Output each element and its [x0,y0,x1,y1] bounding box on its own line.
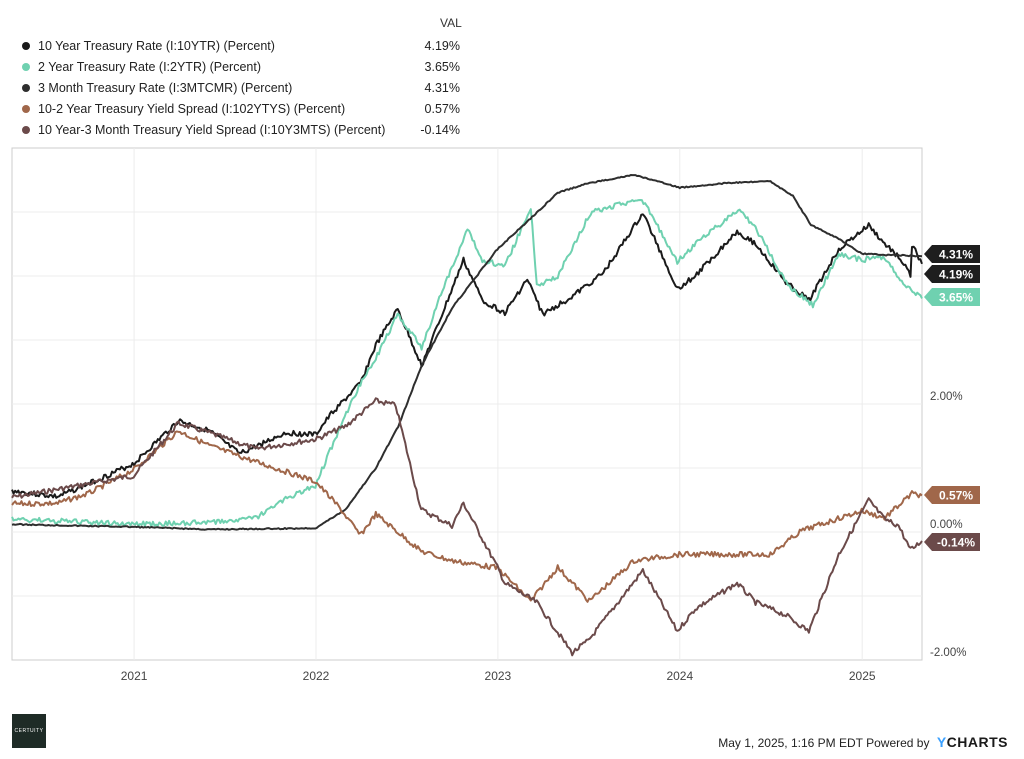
legend-entry-10-3m-spread[interactable]: 10 Year-3 Month Treasury Yield Spread (I… [22,122,472,138]
end-label-text: 4.31% [939,248,973,262]
legend-value: 4.19% [424,39,460,53]
end-label-bg [924,533,980,551]
legend-label: 2 Year Treasury Rate (I:2YTR) (Percent) [38,60,262,74]
series-dot-icon [22,125,30,134]
legend-value: 0.57% [424,102,460,116]
end-label-text: 3.65% [939,291,973,305]
end-label-text: 0.57% [939,489,973,503]
end-label-bg [924,265,980,283]
legend-entry-10y[interactable]: 10 Year Treasury Rate (I:10YTR) (Percent… [22,38,472,54]
timestamp: May 1, 2025, 1:16 PM EDT Powered by [718,736,930,750]
end-label-text: 4.19% [939,268,973,282]
legend-label: 10 Year Treasury Rate (I:10YTR) (Percent… [38,39,275,53]
certuity-logo: CERTUITY [12,714,46,748]
end-value-label: -0.14% [924,533,980,551]
end-value-label: 3.65% [924,288,980,306]
end-label-text: -0.14% [937,536,975,550]
end-label-bg [924,486,980,504]
y-tick-label: 0.00% [930,519,963,531]
legend-label: 3 Month Treasury Rate (I:3MTCMR) (Percen… [38,81,293,95]
legend-label: 10-2 Year Treasury Yield Spread (I:102YT… [38,102,346,116]
end-value-label: 4.31% [924,245,980,263]
series-line [11,213,923,499]
end-value-label: 0.57% [924,486,980,504]
end-label-bg [924,245,980,263]
x-tick-label: 2024 [666,669,693,683]
x-tick-label: 2025 [849,669,876,683]
series-dot-icon [22,104,30,113]
series-dot-icon [22,41,30,50]
ycharts-logo[interactable]: YCHARTS [936,734,1008,750]
series-line [11,174,923,531]
series-dot-icon [22,62,30,71]
series-dot-icon [22,83,30,92]
y-tick-label: 2.00% [930,391,963,403]
legend-value-header: VAL [440,16,462,30]
series-line [11,430,923,603]
legend-label: 10 Year-3 Month Treasury Yield Spread (I… [38,123,386,137]
legend-value: 3.65% [424,60,460,74]
x-tick-label: 2023 [485,669,512,683]
legend-entry-2y[interactable]: 2 Year Treasury Rate (I:2YTR) (Percent) … [22,59,472,75]
x-tick-label: 2021 [121,669,148,683]
end-value-label: 4.19% [924,265,980,283]
legend-value: 4.31% [424,81,460,95]
legend-entry-10-2-spread[interactable]: 10-2 Year Treasury Yield Spread (I:102YT… [22,101,472,117]
chart-footer: May 1, 2025, 1:16 PM EDT Powered by YCHA… [718,734,1008,750]
y-tick-label: -2.00% [930,647,966,659]
series-line [11,199,923,528]
legend-value: -0.14% [420,123,460,137]
legend-entry-3m[interactable]: 3 Month Treasury Rate (I:3MTCMR) (Percen… [22,80,472,96]
x-tick-label: 2022 [303,669,330,683]
series-line [11,397,923,657]
end-label-bg [924,288,980,306]
